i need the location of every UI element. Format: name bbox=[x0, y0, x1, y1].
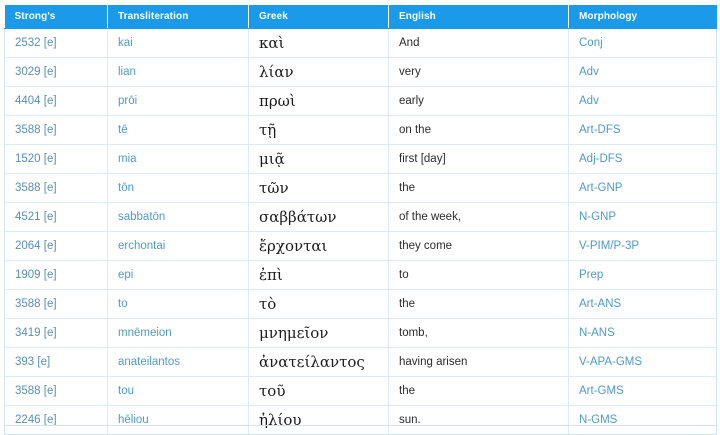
table-header: Strong's Transliteration Greek English M… bbox=[4, 5, 717, 29]
cell-english-gloss: having arisen bbox=[388, 347, 569, 377]
table-row: 4521 [e] sabbatōn σαββάτων of the week, N-GN… bbox=[4, 202, 717, 232]
table-bottom-rule bbox=[4, 425, 716, 426]
cell-english-gloss: tomb, bbox=[388, 318, 569, 348]
cell-morphology-code[interactable]: Art-ANS bbox=[568, 289, 717, 319]
table-body: 2532 [e] kai καὶ And Conj 3029 [e] lian λίαν ver… bbox=[4, 28, 717, 435]
cell-morphology-code[interactable]: Art-GMS bbox=[568, 376, 717, 406]
cell-english-gloss: on the bbox=[388, 115, 569, 145]
cell-transliteration[interactable]: tōn bbox=[107, 173, 249, 203]
cell-greek-word: σαββάτων bbox=[248, 202, 389, 232]
cell-morphology-code[interactable]: Adv bbox=[568, 86, 717, 116]
cell-morphology-code[interactable]: Conj bbox=[568, 28, 717, 58]
cell-greek-word: τῶν bbox=[248, 173, 389, 203]
cell-english-gloss: very bbox=[388, 57, 569, 87]
table-row: 2246 [e] hēliou ἡλίου sun. N-GMS bbox=[4, 405, 717, 435]
table-row: 393 [e] anateilantos ἀνατείλαντος having ar… bbox=[4, 347, 717, 377]
cell-transliteration[interactable]: prōi bbox=[107, 86, 249, 116]
table-row: 1520 [e] mia μιᾷ first [day] Adj-DFS bbox=[4, 144, 717, 174]
cell-greek-word: καὶ bbox=[248, 28, 389, 58]
column-header-greek[interactable]: Greek bbox=[248, 5, 389, 29]
table-header-row: Strong's Transliteration Greek English M… bbox=[4, 5, 717, 29]
interlinear-table-container: Strong's Transliteration Greek English M… bbox=[4, 5, 717, 435]
cell-greek-word: ἐπὶ bbox=[248, 260, 389, 290]
table-row: 3419 [e] mnēmeion μνημεῖον tomb, N-ANS bbox=[4, 318, 717, 348]
cell-strongs-number[interactable]: 1520 [e] bbox=[4, 144, 108, 174]
cell-transliteration[interactable]: to bbox=[107, 289, 249, 319]
cell-morphology-code[interactable]: N-GNP bbox=[568, 202, 717, 232]
cell-transliteration[interactable]: mnēmeion bbox=[107, 318, 249, 348]
cell-greek-word: ἔρχονται bbox=[248, 231, 389, 261]
cell-transliteration[interactable]: tē bbox=[107, 115, 249, 145]
cell-strongs-number[interactable]: 3588 [e] bbox=[4, 115, 108, 145]
cell-english-gloss: the bbox=[388, 173, 569, 203]
cell-transliteration[interactable]: tou bbox=[107, 376, 249, 406]
cell-english-gloss: to bbox=[388, 260, 569, 290]
cell-english-gloss: of the week, bbox=[388, 202, 569, 232]
column-header-transliteration[interactable]: Transliteration bbox=[107, 5, 249, 29]
table-row: 3588 [e] tē τῇ on the Art-DFS bbox=[4, 115, 717, 145]
table-row: 3588 [e] tou τοῦ the Art-GMS bbox=[4, 376, 717, 406]
cell-morphology-code[interactable]: Prep bbox=[568, 260, 717, 290]
cell-morphology-code[interactable]: N-ANS bbox=[568, 318, 717, 348]
cell-transliteration[interactable]: hēliou bbox=[107, 405, 249, 435]
cell-strongs-number[interactable]: 4521 [e] bbox=[4, 202, 108, 232]
table-row: 2532 [e] kai καὶ And Conj bbox=[4, 28, 717, 58]
cell-english-gloss: the bbox=[388, 376, 569, 406]
cell-morphology-code[interactable]: N-GMS bbox=[568, 405, 717, 435]
cell-greek-word: τὸ bbox=[248, 289, 389, 319]
cell-english-gloss: early bbox=[388, 86, 569, 116]
cell-greek-word: ἀνατείλαντος bbox=[248, 347, 389, 377]
cell-strongs-number[interactable]: 2532 [e] bbox=[4, 28, 108, 58]
interlinear-table: Strong's Transliteration Greek English M… bbox=[4, 5, 717, 435]
cell-strongs-number[interactable]: 3588 [e] bbox=[4, 173, 108, 203]
cell-strongs-number[interactable]: 3588 [e] bbox=[4, 289, 108, 319]
cell-transliteration[interactable]: epi bbox=[107, 260, 249, 290]
cell-transliteration[interactable]: mia bbox=[107, 144, 249, 174]
column-header-english[interactable]: English bbox=[388, 5, 569, 29]
column-header-morphology[interactable]: Morphology bbox=[568, 5, 717, 29]
cell-strongs-number[interactable]: 2246 [e] bbox=[4, 405, 108, 435]
cell-transliteration[interactable]: anateilantos bbox=[107, 347, 249, 377]
cell-strongs-number[interactable]: 2064 [e] bbox=[4, 231, 108, 261]
table-row: 3588 [e] tōn τῶν the Art-GNP bbox=[4, 173, 717, 203]
cell-strongs-number[interactable]: 3588 [e] bbox=[4, 376, 108, 406]
cell-morphology-code[interactable]: Art-GNP bbox=[568, 173, 717, 203]
cell-greek-word: μιᾷ bbox=[248, 144, 389, 174]
cell-greek-word: τοῦ bbox=[248, 376, 389, 406]
cell-morphology-code[interactable]: V-PIM/P-3P bbox=[568, 231, 717, 261]
cell-english-gloss: first [day] bbox=[388, 144, 569, 174]
cell-morphology-code[interactable]: V-APA-GMS bbox=[568, 347, 717, 377]
cell-greek-word: λίαν bbox=[248, 57, 389, 87]
table-row: 2064 [e] erchontai ἔρχονται they come V-PIM/… bbox=[4, 231, 717, 261]
table-row: 3029 [e] lian λίαν very Adv bbox=[4, 57, 717, 87]
cell-greek-word: πρωὶ bbox=[248, 86, 389, 116]
cell-greek-word: μνημεῖον bbox=[248, 318, 389, 348]
cell-greek-word: ἡλίου bbox=[248, 405, 389, 435]
table-row: 1909 [e] epi ἐπὶ to Prep bbox=[4, 260, 717, 290]
cell-strongs-number[interactable]: 3419 [e] bbox=[4, 318, 108, 348]
cell-morphology-code[interactable]: Art-DFS bbox=[568, 115, 717, 145]
cell-morphology-code[interactable]: Adv bbox=[568, 57, 717, 87]
column-header-strongs[interactable]: Strong's bbox=[4, 5, 108, 29]
cell-morphology-code[interactable]: Adj-DFS bbox=[568, 144, 717, 174]
cell-strongs-number[interactable]: 4404 [e] bbox=[4, 86, 108, 116]
cell-english-gloss: the bbox=[388, 289, 569, 319]
cell-strongs-number[interactable]: 1909 [e] bbox=[4, 260, 108, 290]
cell-greek-word: τῇ bbox=[248, 115, 389, 145]
cell-english-gloss: sun. bbox=[388, 405, 569, 435]
cell-transliteration[interactable]: lian bbox=[107, 57, 249, 87]
table-row: 4404 [e] prōi πρωὶ early Adv bbox=[4, 86, 717, 116]
cell-english-gloss: And bbox=[388, 28, 569, 58]
cell-strongs-number[interactable]: 393 [e] bbox=[4, 347, 108, 377]
cell-strongs-number[interactable]: 3029 [e] bbox=[4, 57, 108, 87]
cell-transliteration[interactable]: kai bbox=[107, 28, 249, 58]
cell-english-gloss: they come bbox=[388, 231, 569, 261]
cell-transliteration[interactable]: erchontai bbox=[107, 231, 249, 261]
table-row: 3588 [e] to τὸ the Art-ANS bbox=[4, 289, 717, 319]
cell-transliteration[interactable]: sabbatōn bbox=[107, 202, 249, 232]
